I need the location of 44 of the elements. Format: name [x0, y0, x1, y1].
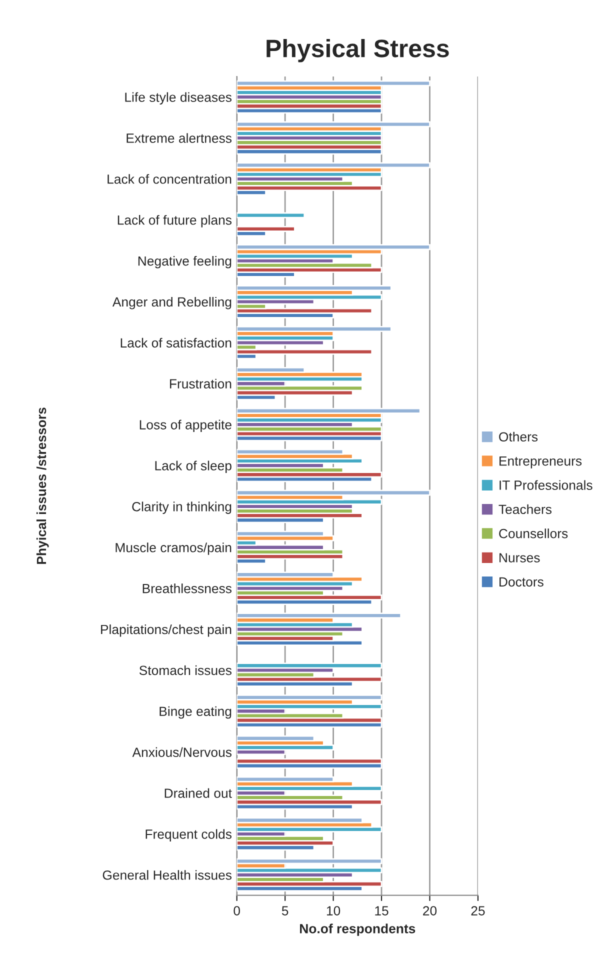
y-tick-label: Binge eating — [160, 706, 232, 719]
legend-label: Doctors — [500, 577, 544, 587]
legend-label: Nurses — [500, 553, 540, 562]
y-tick-label: Anxious/Nervous — [132, 747, 232, 757]
y-tick-label: Extreme alertness — [126, 133, 232, 143]
x-tick-label: 15 — [375, 906, 388, 916]
bar — [236, 662, 382, 669]
y-tick-label: Breathlessness — [142, 584, 232, 594]
bar — [236, 244, 430, 250]
y-tick-label: Lack of future plans — [118, 215, 232, 228]
y-tick-label: Clarity in thinking — [132, 502, 232, 514]
y-tick-label: General Health issues — [102, 870, 232, 880]
x-tick-label: 0 — [234, 906, 240, 916]
x-tick-label: 10 — [326, 906, 340, 916]
bar — [236, 612, 402, 619]
y-tick-label: Frequent colds — [146, 829, 232, 842]
y-tick-label: Lack of concentration — [108, 174, 232, 184]
bar — [236, 285, 392, 292]
x-tick-label: 5 — [282, 906, 288, 916]
bar — [236, 858, 382, 864]
y-tick-label: Frustration — [170, 378, 232, 389]
legend-label: IT Professionals — [500, 480, 592, 490]
y-tick-label: Drained out — [164, 788, 232, 798]
x-tick-label: 20 — [423, 906, 437, 916]
legend-label: Teachers — [498, 504, 552, 514]
y-tick-label: Life style diseases — [125, 92, 232, 105]
bar — [236, 385, 363, 392]
y-tick-label: Lack of satisfaction — [120, 338, 232, 348]
x-axis-title: No.of respondents — [300, 924, 416, 936]
bar — [236, 212, 306, 218]
y-axis-title: Phyical issues /stressors — [36, 408, 49, 564]
bar — [236, 758, 382, 764]
y-tick-label: Muscle cramos/pain — [116, 542, 232, 555]
y-tick-label: Loss of appetite — [140, 420, 232, 432]
legend-label: Counsellors — [499, 528, 568, 538]
x-tick-label: 25 — [471, 906, 485, 916]
y-tick-label: Stomach issues — [139, 665, 232, 676]
y-tick-label: Lack of sleep — [155, 460, 232, 473]
y-tick-label: Negative feeling — [138, 256, 232, 268]
chart-title: Physical Stress — [266, 38, 449, 62]
legend-label: Entrepreneurs — [500, 456, 582, 468]
legend-label: Others — [499, 432, 538, 442]
y-tick-label: Plapitations/chest pain — [101, 624, 232, 637]
y-tick-label: Anger and Rebelling — [112, 296, 232, 310]
